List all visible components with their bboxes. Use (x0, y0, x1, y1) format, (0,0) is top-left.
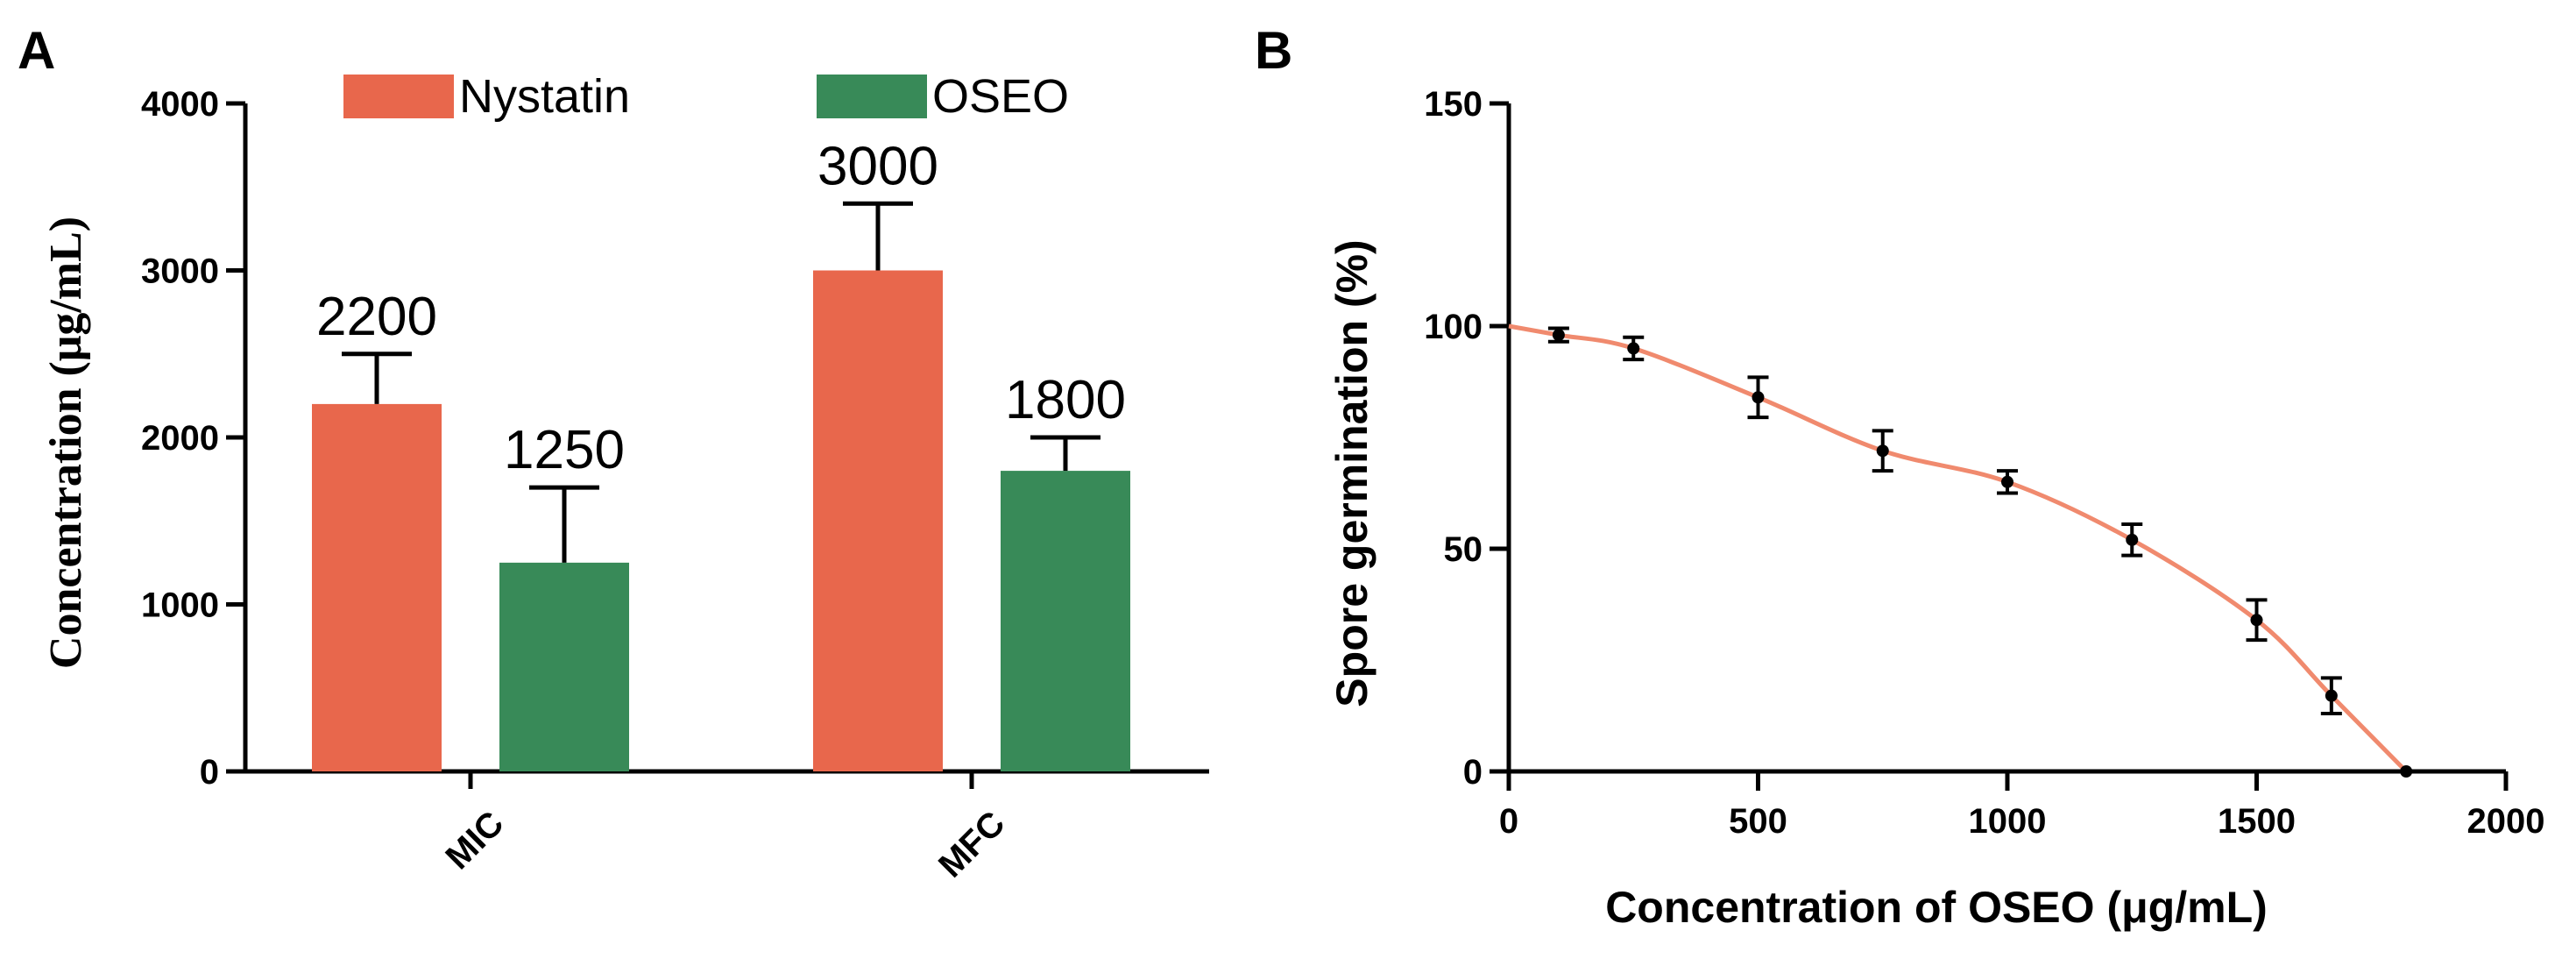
panel-b-y-tick-label: 150 (1424, 85, 1483, 124)
panel-b-x-tick-label: 0 (1499, 802, 1518, 841)
bar-data-label: 1250 (504, 420, 625, 480)
panel-b-data-point (2400, 765, 2413, 778)
panel-a-bars: 2200 1250 3000 1800 (312, 136, 1130, 771)
panel-a-y-tick-label: 3000 (141, 252, 219, 291)
legend-swatch-oseo (817, 75, 927, 118)
legend-label-nystatin: Nystatin (459, 70, 630, 123)
panel-label-b: B (1255, 21, 1292, 80)
panel-b-data-point (1552, 329, 1565, 342)
legend-label-oseo: OSEO (932, 70, 1069, 123)
panel-b-x-tick-label: 1500 (2218, 802, 2296, 841)
panel-b-data-point (2001, 475, 2013, 488)
panel-b-data-point (1627, 342, 1640, 355)
panel-b-x-tick-label: 500 (1729, 802, 1787, 841)
legend-swatch-nystatin (343, 75, 454, 118)
panel-a-legend: Nystatin OSEO (343, 70, 1069, 123)
panel-b-data-point (2126, 533, 2139, 546)
panel-b-y-axis-label: Spore germination (%) (1327, 239, 1376, 707)
bar-oseo-mic (499, 562, 629, 771)
panel-b-y-tick-label: 50 (1444, 530, 1483, 569)
bar-data-label: 3000 (817, 136, 938, 196)
bar-nystatin-mic (312, 403, 442, 771)
panel-a-y-tick-label: 2000 (141, 419, 219, 458)
panel-b-y-tick-label: 100 (1424, 308, 1483, 346)
bar-data-label: 2200 (316, 287, 437, 347)
panel-a-bar-chart: A 0 1000 2000 3000 4000 MIC MFC 2200 1250 3000 1… (18, 21, 1209, 885)
panel-b-x-tick-label: 2000 (2467, 802, 2545, 841)
panel-a-x-tick-label: MIC (438, 804, 511, 877)
panel-a-y-axis-label: Concentration (μg/mL) (41, 217, 91, 669)
panel-b-x-tick-label: 1000 (1969, 802, 2047, 841)
panel-b-data-point (2325, 689, 2338, 702)
panel-b-x-axis-label: Concentration of OSEO (μg/mL) (1605, 883, 2268, 932)
bar-data-label: 1800 (1005, 370, 1126, 430)
panel-b-data-point (1876, 444, 1889, 458)
panel-label-a: A (18, 21, 55, 80)
bar-oseo-mfc (1001, 471, 1130, 771)
bar-nystatin-mfc (813, 270, 943, 771)
panel-a-y-tick-label: 0 (200, 753, 219, 792)
panel-b-data-point (1752, 391, 1765, 404)
panel-b-data-point (2250, 614, 2263, 627)
panel-a-y-axis: 0 1000 2000 3000 4000 (141, 85, 248, 792)
panel-a-x-tick-label: MFC (931, 804, 1012, 884)
panel-a-x-axis: MIC MFC (244, 769, 1209, 885)
panel-b-line (1508, 323, 2408, 773)
panel-a-y-tick-label: 1000 (141, 586, 219, 625)
panel-a-y-tick-label: 4000 (141, 85, 219, 124)
panel-b-y-tick-label: 0 (1463, 753, 1483, 792)
panel-b-series (1508, 323, 2413, 778)
